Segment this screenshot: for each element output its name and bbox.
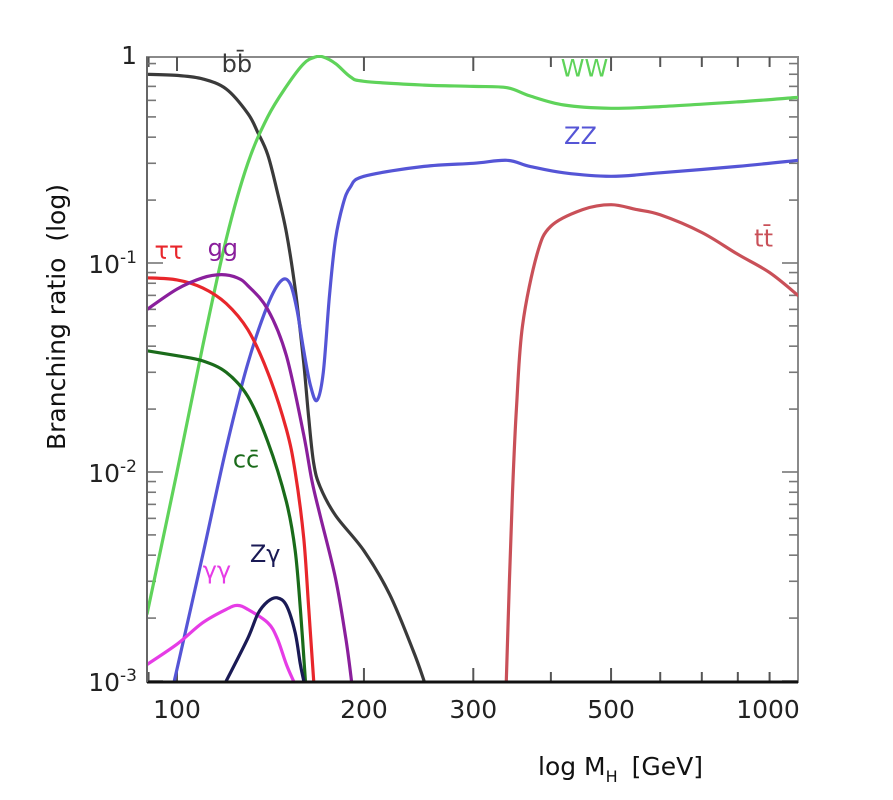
series-label-6: γγ (203, 556, 231, 584)
series-line-4 (147, 273, 354, 682)
series-label-1: WW (561, 55, 608, 83)
series-line-2 (172, 158, 798, 682)
series-label-0: bb̄ (222, 49, 252, 78)
series-label-2: ZZ (564, 122, 597, 150)
x-tick-label-2: 300 (449, 695, 497, 724)
x-tick-label-3: 500 (587, 695, 635, 724)
x-tick-label-0: 100 (153, 695, 201, 724)
series-lines (147, 55, 798, 682)
y-tick-label-0: 1 (121, 41, 137, 70)
x-axis-title-main: log M (538, 752, 606, 781)
series-line-1 (147, 55, 798, 616)
series-labels: bb̄ WW ZZ ττ gg cc̄ γγ Zγ tt̄ (155, 49, 773, 585)
axes (146, 57, 798, 684)
tick-labels: 100 200 300 500 1000 1 10-1 10-2 10-3 (88, 41, 800, 724)
series-line-3 (147, 276, 316, 682)
series-line-0 (147, 72, 426, 682)
x-axis-title-sub: H (606, 767, 618, 786)
series-label-7: Zγ (250, 540, 281, 568)
x-tick-label-4: 1000 (736, 695, 800, 724)
series-line-8 (504, 203, 798, 682)
y-axis-title: Branching ratio (log) (42, 184, 71, 450)
series-line-6 (147, 603, 296, 682)
series-line-5 (147, 349, 307, 682)
x-tick-label-1: 200 (340, 695, 388, 724)
plot-frame (146, 56, 799, 683)
y-tick-label-3: 10-3 (88, 666, 137, 697)
plot-frame-rect (146, 56, 799, 683)
x-axis-title: log MH [GeV] (538, 752, 703, 786)
series-label-5: cc̄ (233, 446, 259, 474)
series-label-8: tt̄ (754, 223, 773, 252)
y-tick-label-2: 10-2 (88, 457, 137, 488)
x-axis-title-unit: [GeV] (632, 752, 703, 781)
series-label-3: ττ (155, 237, 184, 265)
series-line-7 (224, 596, 306, 682)
y-tick-label-1: 10-1 (88, 248, 137, 279)
series-label-4: gg (208, 234, 238, 262)
